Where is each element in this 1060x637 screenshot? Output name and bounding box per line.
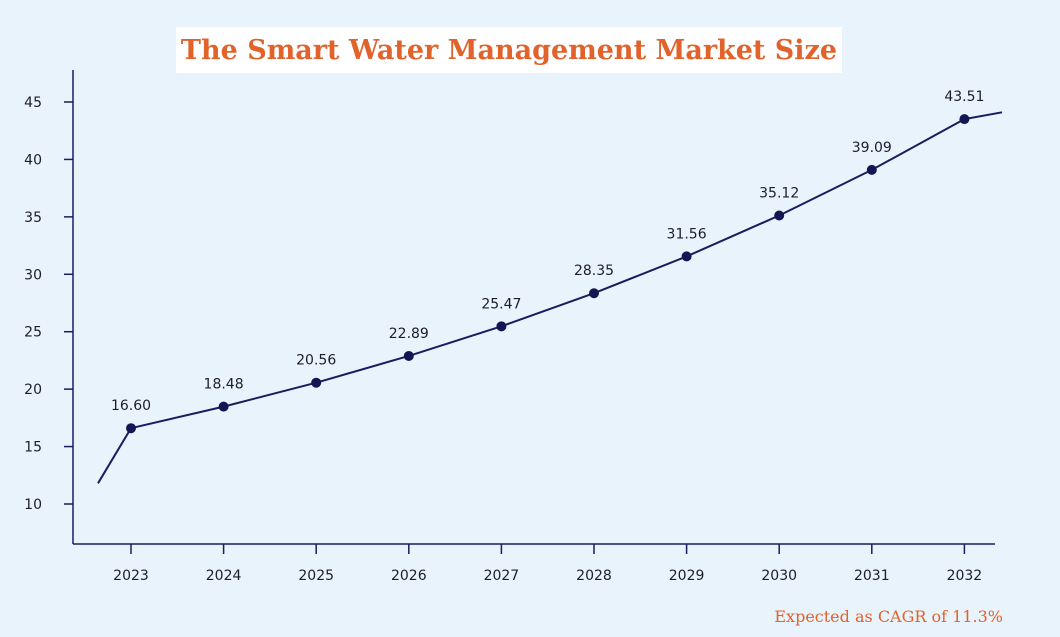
x-tick-label: 2025 [298, 568, 334, 584]
data-point [126, 423, 136, 434]
data-point [403, 350, 414, 361]
y-tick-label: 30 [24, 267, 42, 283]
chart-title-box: The Smart Water Management Market Size [176, 27, 842, 73]
y-tick-label: 40 [24, 152, 42, 168]
x-axis-ticks: 2023 2024 2025 2026 2027 2028 2029 2030 2031 2032 [113, 544, 982, 584]
y-tick-label: 15 [24, 440, 42, 456]
data-point [589, 288, 599, 299]
cagr-footnote: Expected as CAGR of 11.3% [774, 607, 1003, 626]
chart-title: The Smart Water Management Market Size [180, 34, 838, 66]
series-group [97, 111, 1003, 484]
data-point [311, 377, 322, 388]
data-point [866, 164, 877, 175]
x-tick-label: 2031 [854, 568, 890, 584]
data-label: 18.48 [204, 377, 244, 393]
series-line [97, 111, 1003, 484]
x-tick-label: 2032 [947, 568, 983, 584]
data-labels: 16.60 18.48 20.56 22.89 25.47 28.35 31.56 35.12… [111, 89, 984, 414]
y-tick-label: 35 [24, 210, 42, 226]
x-tick-label: 2027 [484, 568, 520, 584]
data-label: 28.35 [574, 263, 614, 279]
data-label: 20.56 [296, 353, 336, 369]
data-label: 16.60 [111, 398, 151, 414]
x-tick-label: 2023 [113, 568, 149, 584]
data-label: 43.51 [944, 89, 984, 105]
y-tick-label: 25 [24, 325, 42, 341]
data-label: 22.89 [389, 326, 429, 342]
y-axis-ticks: 10 15 20 25 30 35 40 45 [24, 95, 73, 513]
data-label: 35.12 [759, 185, 799, 201]
axes [72, 70, 995, 545]
data-label: 31.56 [667, 226, 707, 242]
y-tick-label: 45 [24, 95, 42, 111]
x-tick-label: 2028 [576, 568, 612, 584]
data-point [496, 321, 507, 332]
y-tick-label: 20 [24, 382, 42, 398]
x-tick-label: 2029 [669, 568, 705, 584]
data-label: 25.47 [481, 296, 521, 312]
data-point [959, 114, 970, 125]
data-point [218, 401, 229, 412]
x-tick-label: 2026 [391, 568, 427, 584]
data-point [681, 251, 692, 262]
data-label: 39.09 [852, 140, 892, 156]
y-tick-label: 10 [24, 497, 42, 513]
data-point [774, 210, 785, 221]
x-tick-label: 2024 [206, 568, 242, 584]
x-tick-label: 2030 [761, 568, 797, 584]
